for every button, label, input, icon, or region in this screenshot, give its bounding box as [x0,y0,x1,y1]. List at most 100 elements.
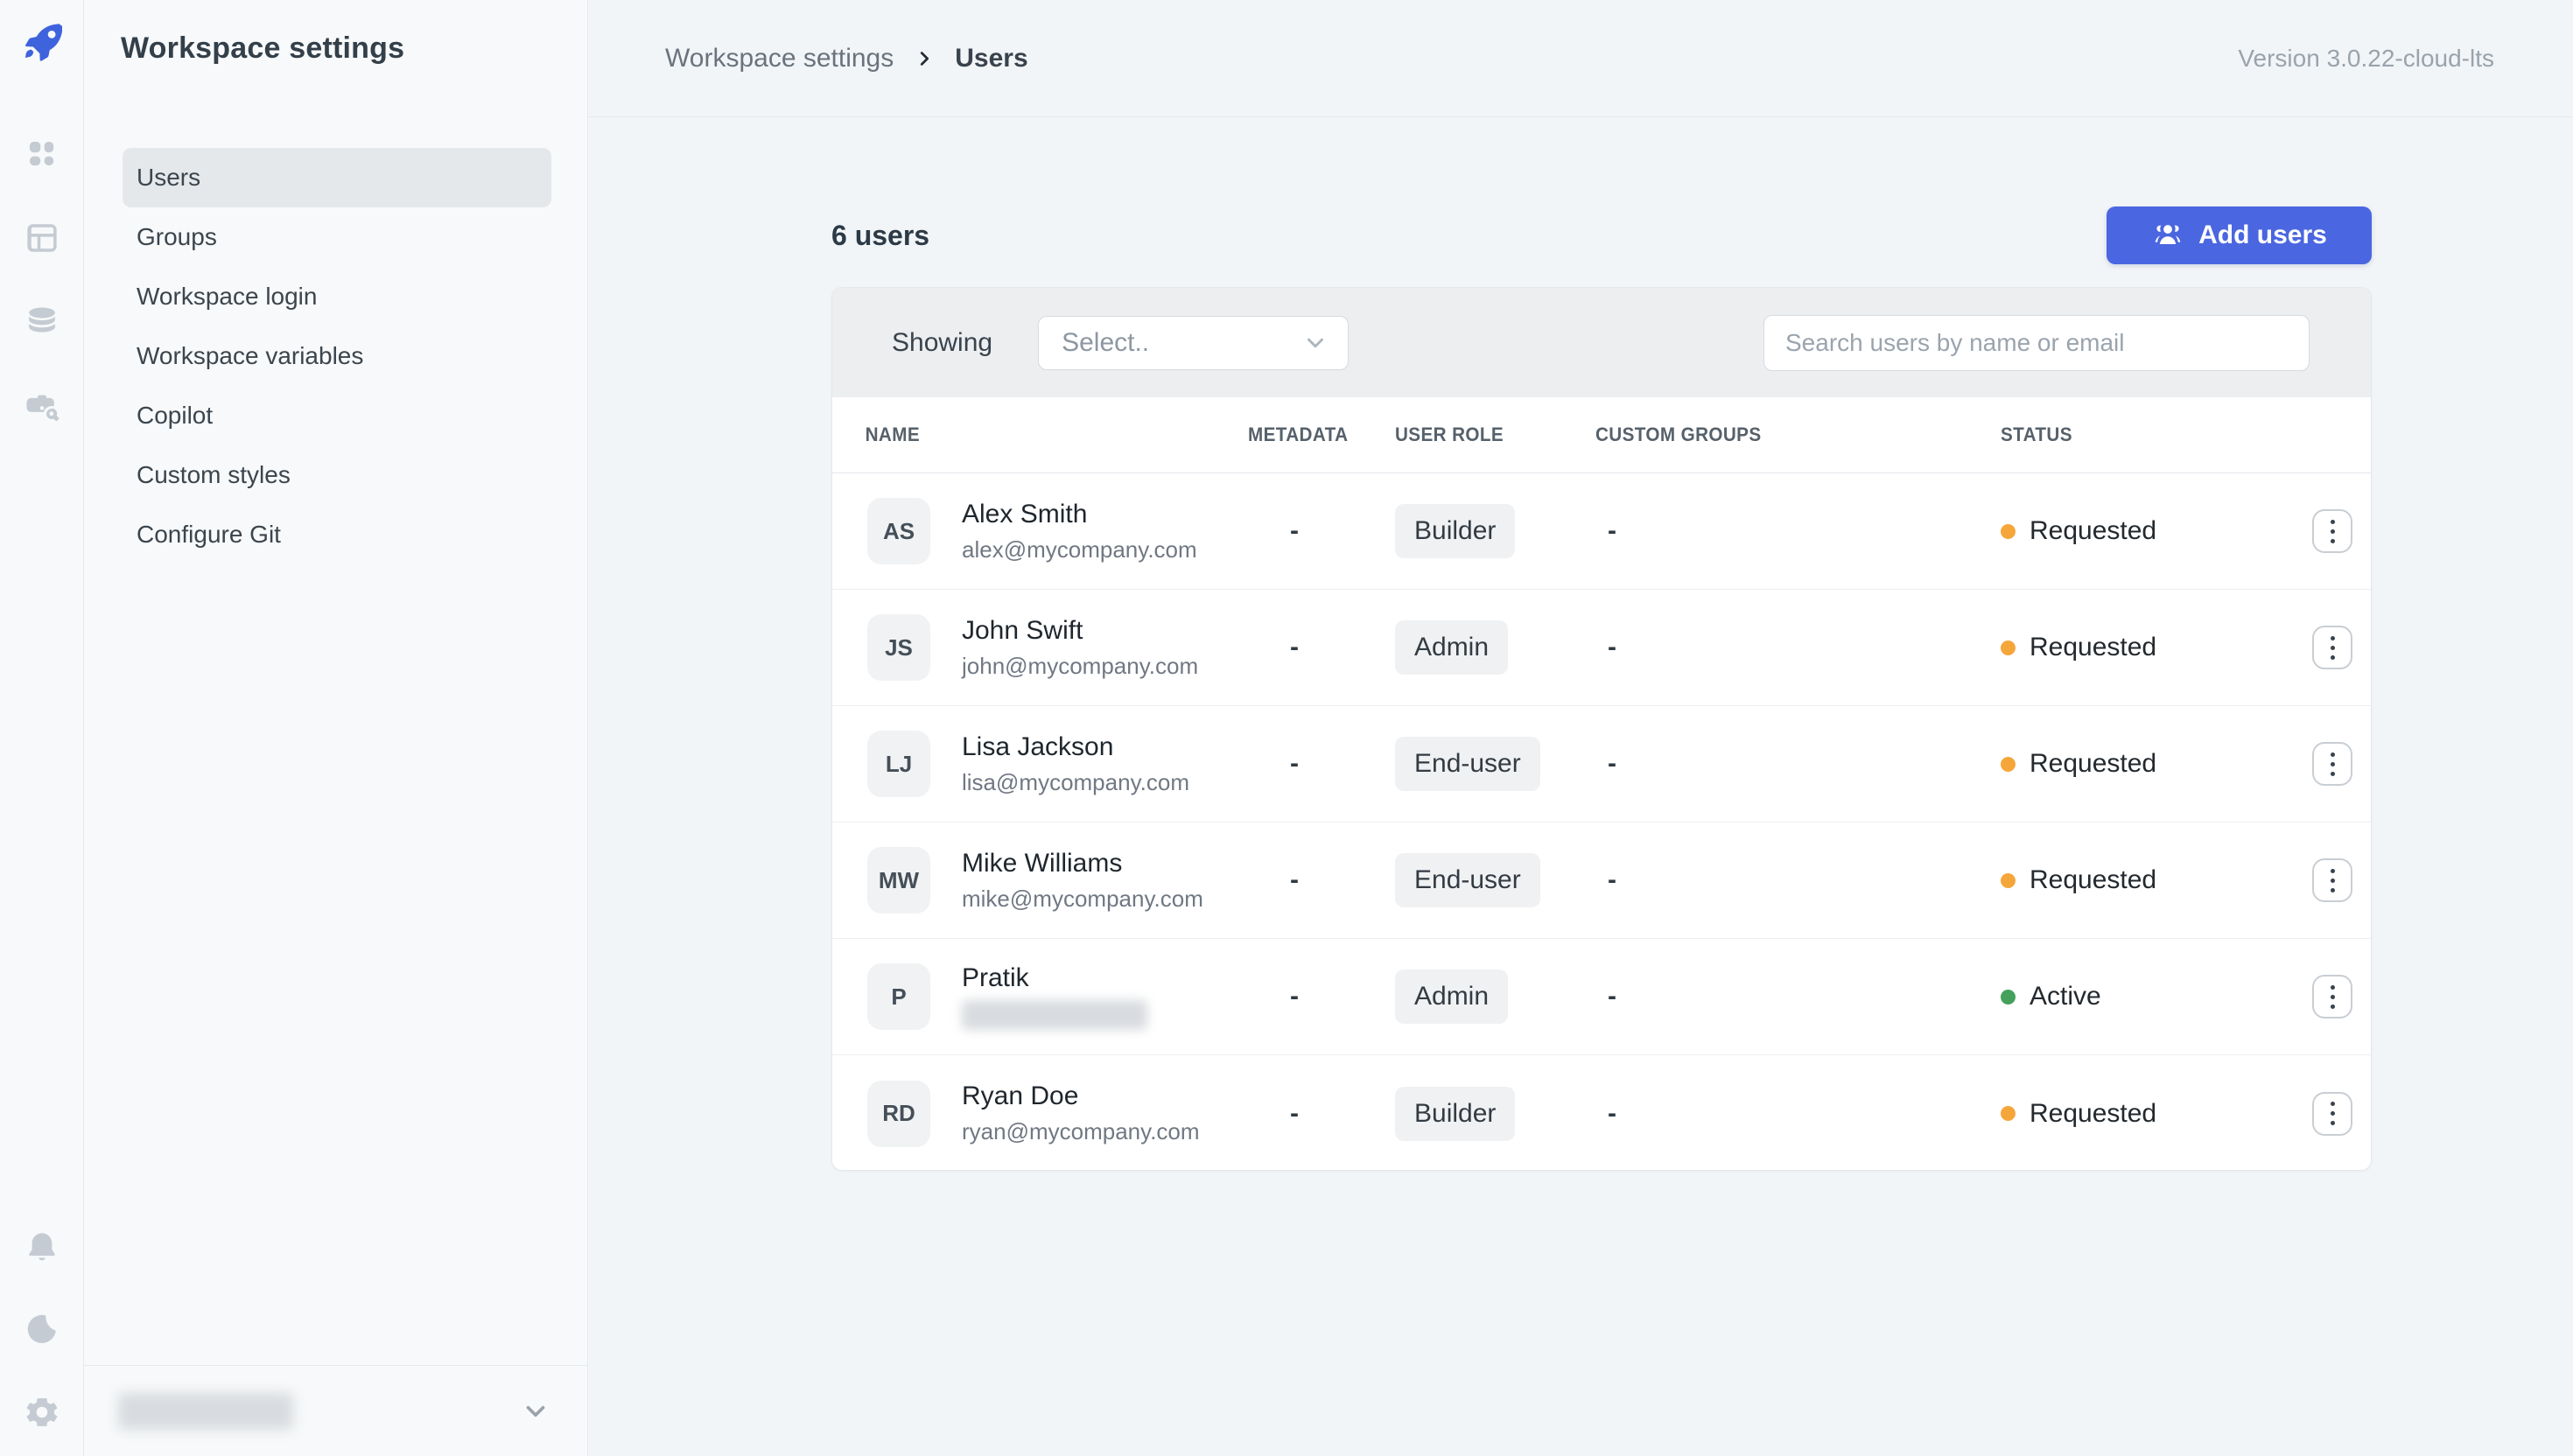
user-name: Pratik [962,963,1029,992]
chevron-right-icon [915,49,934,68]
search-users-input[interactable] [1763,314,2310,371]
custom-groups-value: - [1608,633,1616,662]
status-dot [2001,872,2016,888]
page-layout-icon[interactable] [23,219,61,257]
settings-sidebar: Workspace settings Users Groups Workspac… [84,0,588,1456]
column-header-user-role: USER ROLE [1395,424,1504,445]
table-row: LJ Lisa Jackson lisa@mycompany.com - End… [832,706,2371,822]
metadata-value: - [1290,982,1299,1011]
user-role-badge: End-user [1395,853,1540,907]
custom-groups-value: - [1608,982,1616,1011]
user-email: alex@mycompany.com [962,536,1197,563]
select-placeholder: Select.. [1062,327,1150,357]
table-row: AS Alex Smith alex@mycompany.com - Build… [832,473,2371,590]
row-actions-kebab-icon[interactable] [2312,975,2352,1018]
user-name: Alex Smith [962,499,1088,528]
database-icon[interactable] [23,303,61,341]
user-role-badge: Builder [1395,504,1516,558]
table-row: P Pratik - Admin - Active [832,939,2371,1055]
user-email: john@mycompany.com [962,652,1199,679]
sidebar-item-label: Copilot [137,402,214,429]
topbar: Workspace settings Users Version 3.0.22-… [588,0,2573,117]
table-body: AS Alex Smith alex@mycompany.com - Build… [832,473,2371,1170]
rocket-logo-icon[interactable] [20,19,64,63]
workspace-switcher[interactable] [84,1365,587,1456]
row-actions-kebab-icon[interactable] [2312,1091,2352,1136]
settings-gear-icon[interactable] [23,1393,61,1432]
toolbox-key-icon[interactable] [23,387,61,425]
breadcrumb-current: Users [955,43,1028,73]
metadata-value: - [1290,633,1299,662]
metadata-value: - [1290,749,1299,778]
sidebar-item-label: Custom styles [137,461,291,488]
status-badge: Active [2030,982,2101,1011]
status-dot [2001,989,2016,1004]
dark-mode-moon-icon[interactable] [23,1311,61,1349]
sidebar-title: Workspace settings [121,32,405,65]
workspace-name-redacted [118,1392,293,1430]
column-header-name: NAME [865,424,921,445]
apps-grid-icon[interactable] [23,135,61,173]
user-name: Mike Williams [962,848,1123,878]
status-dot [2001,523,2016,539]
table-filterbar: Showing Select.. [832,288,2371,397]
metadata-value: - [1290,1098,1299,1128]
avatar: LJ [867,731,930,797]
add-users-label: Add users [2198,220,2327,249]
row-actions-kebab-icon[interactable] [2312,742,2352,786]
metadata-value: - [1290,516,1299,545]
icon-rail [0,0,84,1456]
sidebar-item-workspace-login[interactable]: Workspace login [123,267,551,326]
avatar: RD [867,1080,930,1147]
user-name: Lisa Jackson [962,732,1114,761]
table-header-row: NAME METADATA USER ROLE CUSTOM GROUPS ST… [832,397,2371,473]
users-table-card: Showing Select.. NAME METADATA USER ROLE… [831,287,2372,1171]
custom-groups-value: - [1608,865,1616,894]
row-actions-kebab-icon[interactable] [2312,626,2352,669]
column-header-metadata: METADATA [1248,424,1349,445]
status-badge: Requested [2030,865,2157,894]
avatar: JS [867,614,930,681]
table-row: RD Ryan Doe ryan@mycompany.com - Builder… [832,1055,2371,1170]
user-email-redacted [962,1000,1147,1030]
status-badge: Requested [2030,633,2157,662]
settings-menu: Users Groups Workspace login Workspace v… [84,148,587,564]
status-dot [2001,1106,2016,1121]
users-page: 6 users Add users Showing Select.. [588,117,2573,1171]
breadcrumb-parent[interactable]: Workspace settings [665,43,894,73]
rail-nav-group [23,135,61,425]
status-badge: Requested [2030,749,2157,778]
user-role-badge: Admin [1395,620,1509,675]
showing-label: Showing [892,327,993,357]
users-icon [2155,225,2181,244]
sidebar-item-copilot[interactable]: Copilot [123,386,551,445]
notifications-bell-icon[interactable] [23,1228,61,1267]
user-role-badge: Builder [1395,1086,1516,1141]
status-dot [2001,756,2016,772]
sidebar-item-label: Users [137,164,201,191]
user-email: mike@mycompany.com [962,885,1203,912]
user-count-heading: 6 users [831,219,930,251]
row-actions-kebab-icon[interactable] [2312,858,2352,902]
status-filter-select[interactable]: Select.. [1038,315,1350,370]
sidebar-item-users[interactable]: Users [123,148,551,207]
column-header-status: STATUS [2001,424,2072,445]
column-header-custom-groups: CUSTOM GROUPS [1595,424,1762,445]
user-role-badge: Admin [1395,970,1509,1024]
add-users-button[interactable]: Add users [2107,206,2372,264]
sidebar-item-groups[interactable]: Groups [123,207,551,267]
row-actions-kebab-icon[interactable] [2312,509,2352,553]
avatar: AS [867,498,930,564]
rail-bottom-group [23,1228,61,1432]
avatar: P [867,963,930,1030]
user-role-badge: End-user [1395,737,1540,791]
custom-groups-value: - [1608,516,1616,545]
sidebar-item-workspace-variables[interactable]: Workspace variables [123,326,551,386]
sidebar-item-custom-styles[interactable]: Custom styles [123,445,551,505]
metadata-value: - [1290,865,1299,894]
user-name: John Swift [962,615,1083,645]
sidebar-item-label: Groups [137,223,217,250]
user-name: Ryan Doe [962,1082,1079,1110]
sidebar-item-configure-git[interactable]: Configure Git [123,505,551,564]
custom-groups-value: - [1608,1098,1616,1128]
